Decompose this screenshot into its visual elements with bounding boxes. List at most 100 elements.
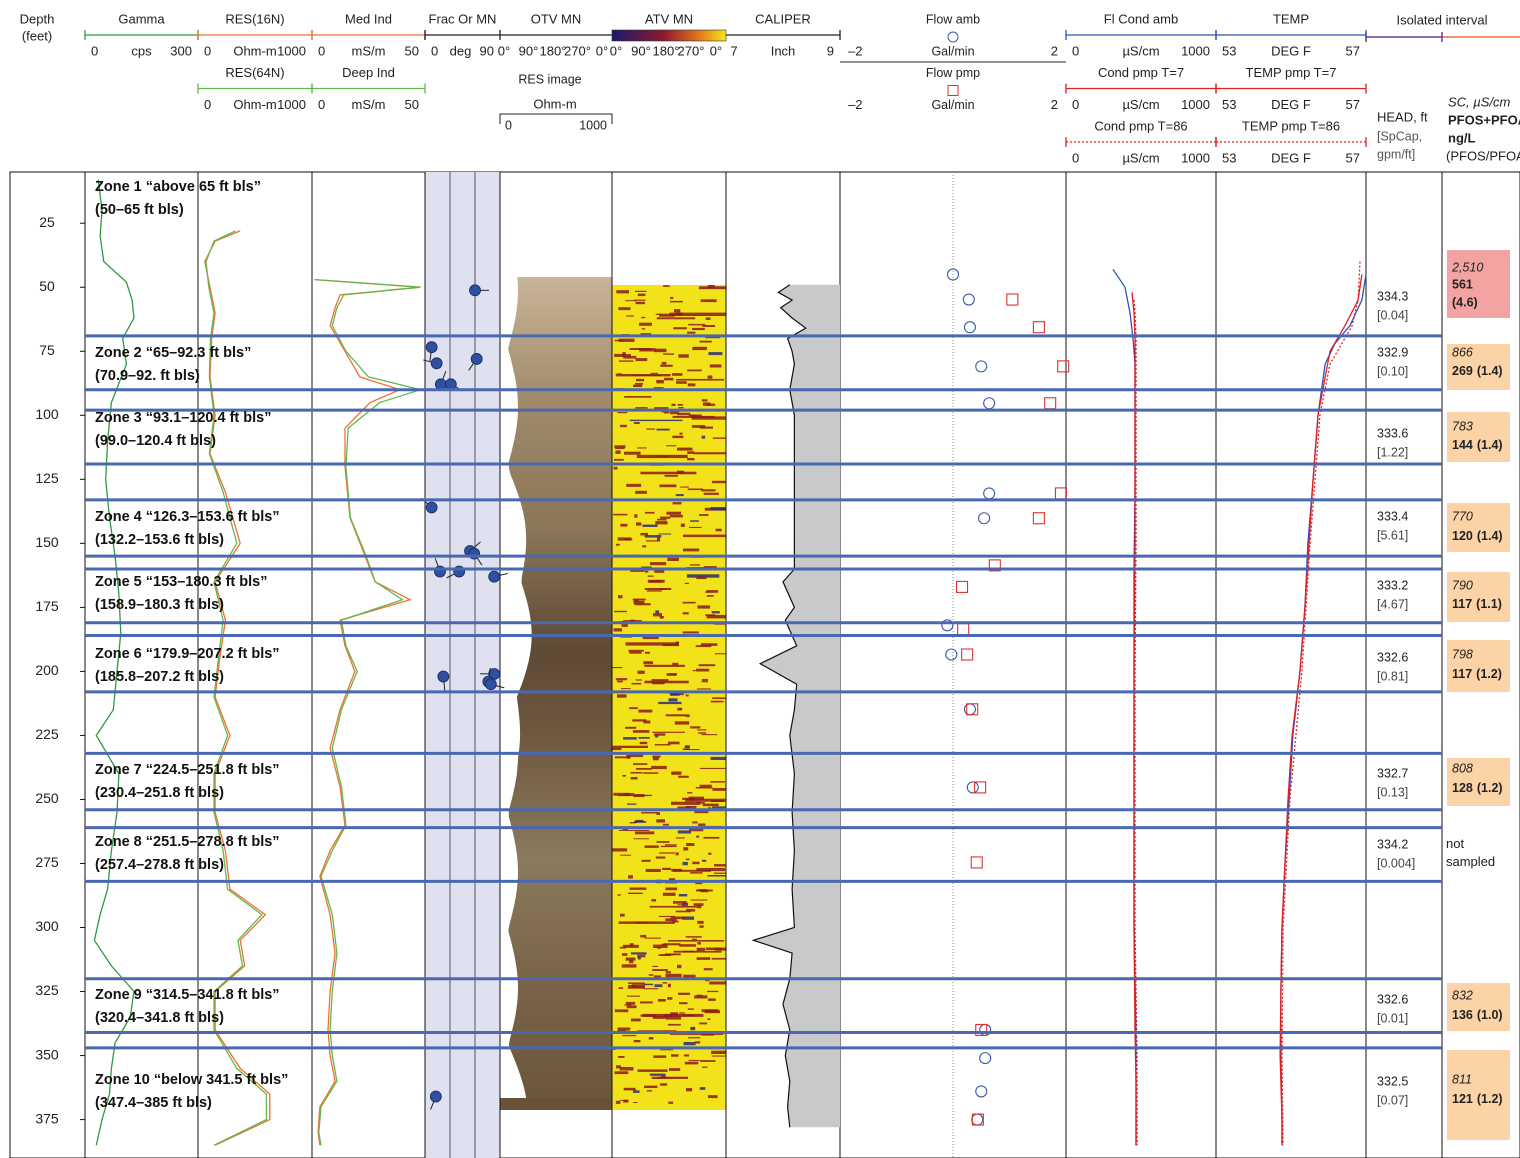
atv-texture xyxy=(634,514,638,518)
atv-texture xyxy=(683,548,700,552)
atv-texture xyxy=(678,775,689,778)
atv-texture xyxy=(629,348,652,350)
atv-texture xyxy=(620,523,628,527)
fracture-band xyxy=(425,172,500,1158)
zone-head: 332.6 xyxy=(1377,650,1408,664)
atv-texture xyxy=(644,680,689,684)
atv-texture xyxy=(626,1005,637,1009)
atv-texture xyxy=(647,579,665,583)
atv-texture xyxy=(613,458,624,461)
log-curve xyxy=(314,278,421,1146)
sample-ratio: (1.2) xyxy=(1477,1092,1503,1106)
atv-texture xyxy=(699,784,712,788)
flow-point xyxy=(966,703,979,716)
atv-texture xyxy=(614,1009,629,1013)
atv-texture xyxy=(651,1076,688,1079)
atv-texture xyxy=(690,872,703,874)
atv-texture xyxy=(676,378,725,381)
atv-texture xyxy=(617,894,621,896)
atv-texture xyxy=(703,492,719,495)
sample-ratio: (1.1) xyxy=(1476,597,1502,611)
track-title: Flow pmp xyxy=(926,66,980,80)
atv-texture xyxy=(668,1101,674,1104)
atv-texture xyxy=(653,944,668,948)
atv-texture xyxy=(612,745,648,748)
zone-head: 333.2 xyxy=(1377,578,1408,592)
atv-texture xyxy=(629,887,647,890)
track-title: CALIPER xyxy=(755,11,811,26)
atv-texture xyxy=(714,872,726,874)
sample-note-box: not sampled xyxy=(1446,836,1495,869)
atv-texture xyxy=(677,904,684,906)
zone-interval: (347.4–385 ft bls) xyxy=(95,1095,212,1111)
atv-texture xyxy=(698,664,716,667)
depth-title: Depth xyxy=(20,11,55,26)
atv-texture xyxy=(652,969,668,971)
atv-texture xyxy=(652,1016,667,1019)
flow-point xyxy=(988,559,1001,572)
sample-sc: 832 xyxy=(1452,988,1473,1002)
atv-texture xyxy=(637,956,641,960)
atv-texture xyxy=(687,331,696,334)
zone-head: 332.6 xyxy=(1377,992,1408,1006)
flow-point xyxy=(1044,397,1057,410)
atv-texture xyxy=(698,286,726,290)
atv-texture xyxy=(662,867,671,870)
zone-label: Zone 7 “224.5–251.8 ft bls” xyxy=(95,762,280,778)
atv-texture xyxy=(634,599,639,602)
atv-texture xyxy=(692,327,705,331)
atv-texture xyxy=(641,811,658,814)
atv-texture xyxy=(653,613,662,617)
log-curve xyxy=(314,278,423,1146)
atv-texture xyxy=(635,490,647,494)
atv-texture xyxy=(656,537,661,541)
log-curve xyxy=(204,230,271,1146)
atv-texture xyxy=(644,937,661,939)
atv-texture xyxy=(692,938,697,941)
track-title: Deep Ind xyxy=(342,65,395,80)
atv-texture xyxy=(618,307,631,311)
atv-texture xyxy=(687,792,693,794)
atv-texture xyxy=(655,610,660,614)
atv-texture xyxy=(660,364,673,367)
atv-texture xyxy=(614,445,626,448)
caliper-fill xyxy=(753,284,840,1128)
flow-point xyxy=(983,397,996,410)
flow-point xyxy=(941,619,954,632)
atv-texture xyxy=(678,992,690,995)
atv-texture xyxy=(633,794,645,798)
atv-texture xyxy=(683,950,695,953)
atv-texture xyxy=(662,823,669,826)
atv-texture xyxy=(670,411,679,415)
legend-marker xyxy=(947,85,959,96)
scale-tick-label: 9 xyxy=(827,43,834,58)
atv-texture xyxy=(672,502,682,505)
zone-interval: (230.4–251.8 ft bls) xyxy=(95,785,224,801)
atv-texture xyxy=(680,523,685,527)
atv-texture xyxy=(687,451,695,454)
atv-texture xyxy=(616,1065,621,1069)
atv-texture xyxy=(614,610,627,613)
track-unit: mS/m xyxy=(352,43,386,58)
atv-texture xyxy=(641,859,651,862)
atv-texture xyxy=(622,354,631,357)
zone-spcap: [0.13] xyxy=(1377,785,1408,799)
depth-tick-label: 25 xyxy=(39,214,55,230)
atv-texture xyxy=(626,483,642,487)
atv-texture xyxy=(699,767,726,769)
atv-texture xyxy=(618,1056,625,1058)
track-title: Med Ind xyxy=(345,11,392,26)
angle-label: 180° xyxy=(653,43,680,58)
sample-box xyxy=(1447,344,1510,390)
atv-texture xyxy=(624,396,652,398)
atv-texture xyxy=(714,653,726,655)
atv-texture xyxy=(699,925,704,928)
angle-label: 90° xyxy=(631,43,651,58)
atv-texture xyxy=(637,954,646,958)
zone-interval: (257.4–278.8 ft bls) xyxy=(95,857,224,873)
atv-texture xyxy=(659,852,676,854)
atv-texture xyxy=(700,643,718,646)
atv-texture xyxy=(668,878,676,882)
atv-texture xyxy=(665,973,682,978)
atv-texture xyxy=(629,419,683,422)
